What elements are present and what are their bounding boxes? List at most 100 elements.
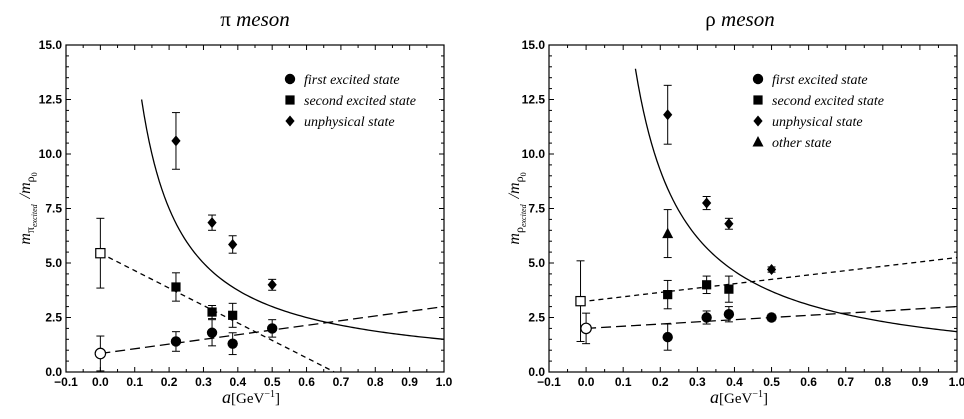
- title-text: meson: [721, 7, 775, 31]
- data-point-diamond: [228, 238, 238, 250]
- data-point-circle: [766, 312, 777, 323]
- x-tick-label: 1.0: [436, 375, 453, 389]
- fit-line-solid: [634, 68, 957, 333]
- x-axis-label: a[GeV−1]: [222, 387, 280, 407]
- y-axis-label: mρexcited/mρ0: [506, 172, 528, 244]
- x-tick-label: 0.3: [689, 375, 706, 389]
- x-label-close: ]: [763, 391, 768, 407]
- y-label-num-sub2: excited: [519, 203, 528, 227]
- data-points: [94, 112, 278, 372]
- legend-label: second excited state: [304, 94, 416, 109]
- x-label-unit: [GeV: [231, 391, 264, 407]
- legend: first excited state second excited state u…: [752, 73, 884, 151]
- x-tick-label: 0.6: [800, 375, 817, 389]
- x-tick-label: 0.0: [578, 375, 595, 389]
- data-point-triangle: [662, 227, 674, 239]
- x-tick-label: 0.7: [333, 375, 350, 389]
- y-label-den: /m: [506, 182, 523, 199]
- y-tick-label: 2.5: [45, 311, 62, 325]
- legend-marker-square: [753, 95, 763, 105]
- data-points: [575, 84, 777, 351]
- data-point-diamond: [171, 135, 181, 147]
- x-tick-label: 0.4: [229, 375, 246, 389]
- y-label-den-sub1: ρ: [23, 176, 37, 182]
- legend-marker-square: [285, 95, 295, 105]
- y-tick-label: 5.0: [528, 256, 545, 270]
- x-label-var: a: [222, 387, 231, 407]
- chart-panel-1: π meson −0.1 0.0 0.1 0.2 0.3 0.4 0.5 0.6 0.7 0.8 0.…: [17, 7, 453, 407]
- data-point-diamond: [702, 197, 712, 209]
- y-tick-label: 2.5: [528, 311, 545, 325]
- data-point-circle: [227, 338, 238, 349]
- legend-marker-diamond: [753, 115, 763, 127]
- y-tick-label: 10.0: [39, 147, 63, 161]
- x-label-unit: [GeV: [719, 391, 752, 407]
- fit-line-short-dash: [580, 256, 957, 303]
- x-tick-label: 0.2: [652, 375, 669, 389]
- data-point-circle: [701, 312, 712, 323]
- y-label-den-sub2: 0: [30, 172, 39, 176]
- plot-frame: [548, 44, 958, 373]
- y-label-num: m: [506, 233, 523, 245]
- data-point-open-square: [95, 247, 106, 259]
- y-tick-label: 10.0: [522, 147, 546, 161]
- y-tick-label: 15.0: [522, 38, 546, 52]
- y-label-num-sub1: π: [23, 227, 37, 233]
- x-tick-label: 0.1: [615, 375, 632, 389]
- x-tick-label: 0.9: [912, 375, 929, 389]
- x-label-close: ]: [275, 391, 280, 407]
- y-label-num-sub2: excited: [30, 203, 39, 227]
- x-tick-label: 0.8: [367, 375, 384, 389]
- data-point-square: [663, 290, 673, 300]
- y-axis-label: mπexcited/mρ0: [17, 172, 39, 244]
- y-tick-label: 0.0: [45, 365, 62, 379]
- data-point-circle: [723, 309, 735, 320]
- x-tick-label: 1.0: [949, 375, 964, 389]
- fit-line-solid: [140, 99, 444, 340]
- chart-title: ρ meson: [705, 7, 774, 31]
- x-tick-label: 0.5: [763, 375, 780, 389]
- data-point-diamond: [766, 264, 777, 276]
- x-label-var: a: [710, 387, 719, 407]
- x-tick-label: 0.1: [126, 375, 143, 389]
- y-tick-label: 0.0: [528, 365, 545, 379]
- y-tick-label: 5.0: [45, 256, 62, 270]
- y-label-den-sub2: 0: [519, 172, 528, 176]
- legend-marker-diamond: [285, 115, 295, 127]
- data-point-square: [228, 310, 238, 320]
- x-tick-label: 0.3: [195, 375, 212, 389]
- data-point-diamond: [207, 217, 217, 229]
- data-point-square: [702, 280, 712, 290]
- x-tick-label: 0.6: [298, 375, 315, 389]
- data-point-circle: [266, 323, 278, 334]
- y-tick-label: 7.5: [528, 202, 545, 216]
- x-tick-label: 0.7: [837, 375, 854, 389]
- legend-label: unphysical state: [304, 115, 395, 130]
- y-tick-label: 7.5: [45, 202, 62, 216]
- title-text: meson: [236, 7, 290, 31]
- chart-title: π meson: [220, 7, 290, 31]
- legend-label: other state: [772, 136, 832, 151]
- data-point-open-circle: [580, 322, 592, 335]
- data-point-circle: [662, 331, 673, 343]
- x-tick-label: 0.5: [264, 375, 281, 389]
- y-tick-label: 12.5: [39, 93, 63, 107]
- x-tick-label: −0.1: [54, 375, 78, 389]
- legend-marker-triangle: [752, 136, 764, 147]
- data-point-diamond: [724, 218, 734, 230]
- y-label-den-sub1: ρ: [512, 176, 526, 182]
- data-point-circle: [170, 336, 182, 347]
- data-point-square: [724, 284, 734, 294]
- chart-panel-2: ρ meson−0.1 0.0 0.1 0.2 0.3 0.4 0.5 0.6 0.7 0.8 0.…: [506, 7, 964, 407]
- data-point-square: [207, 307, 217, 317]
- x-tick-label: 0.2: [161, 375, 178, 389]
- data-point-diamond: [267, 279, 277, 291]
- x-tick-label: 0.9: [401, 375, 418, 389]
- data-point-square: [171, 282, 181, 292]
- y-label-num: m: [17, 233, 34, 245]
- data-point-open-circle: [94, 347, 107, 360]
- x-axis-label: a[GeV−1]: [710, 387, 768, 407]
- y-tick-label: 15.0: [39, 38, 63, 52]
- x-tick-label: 0.8: [874, 375, 891, 389]
